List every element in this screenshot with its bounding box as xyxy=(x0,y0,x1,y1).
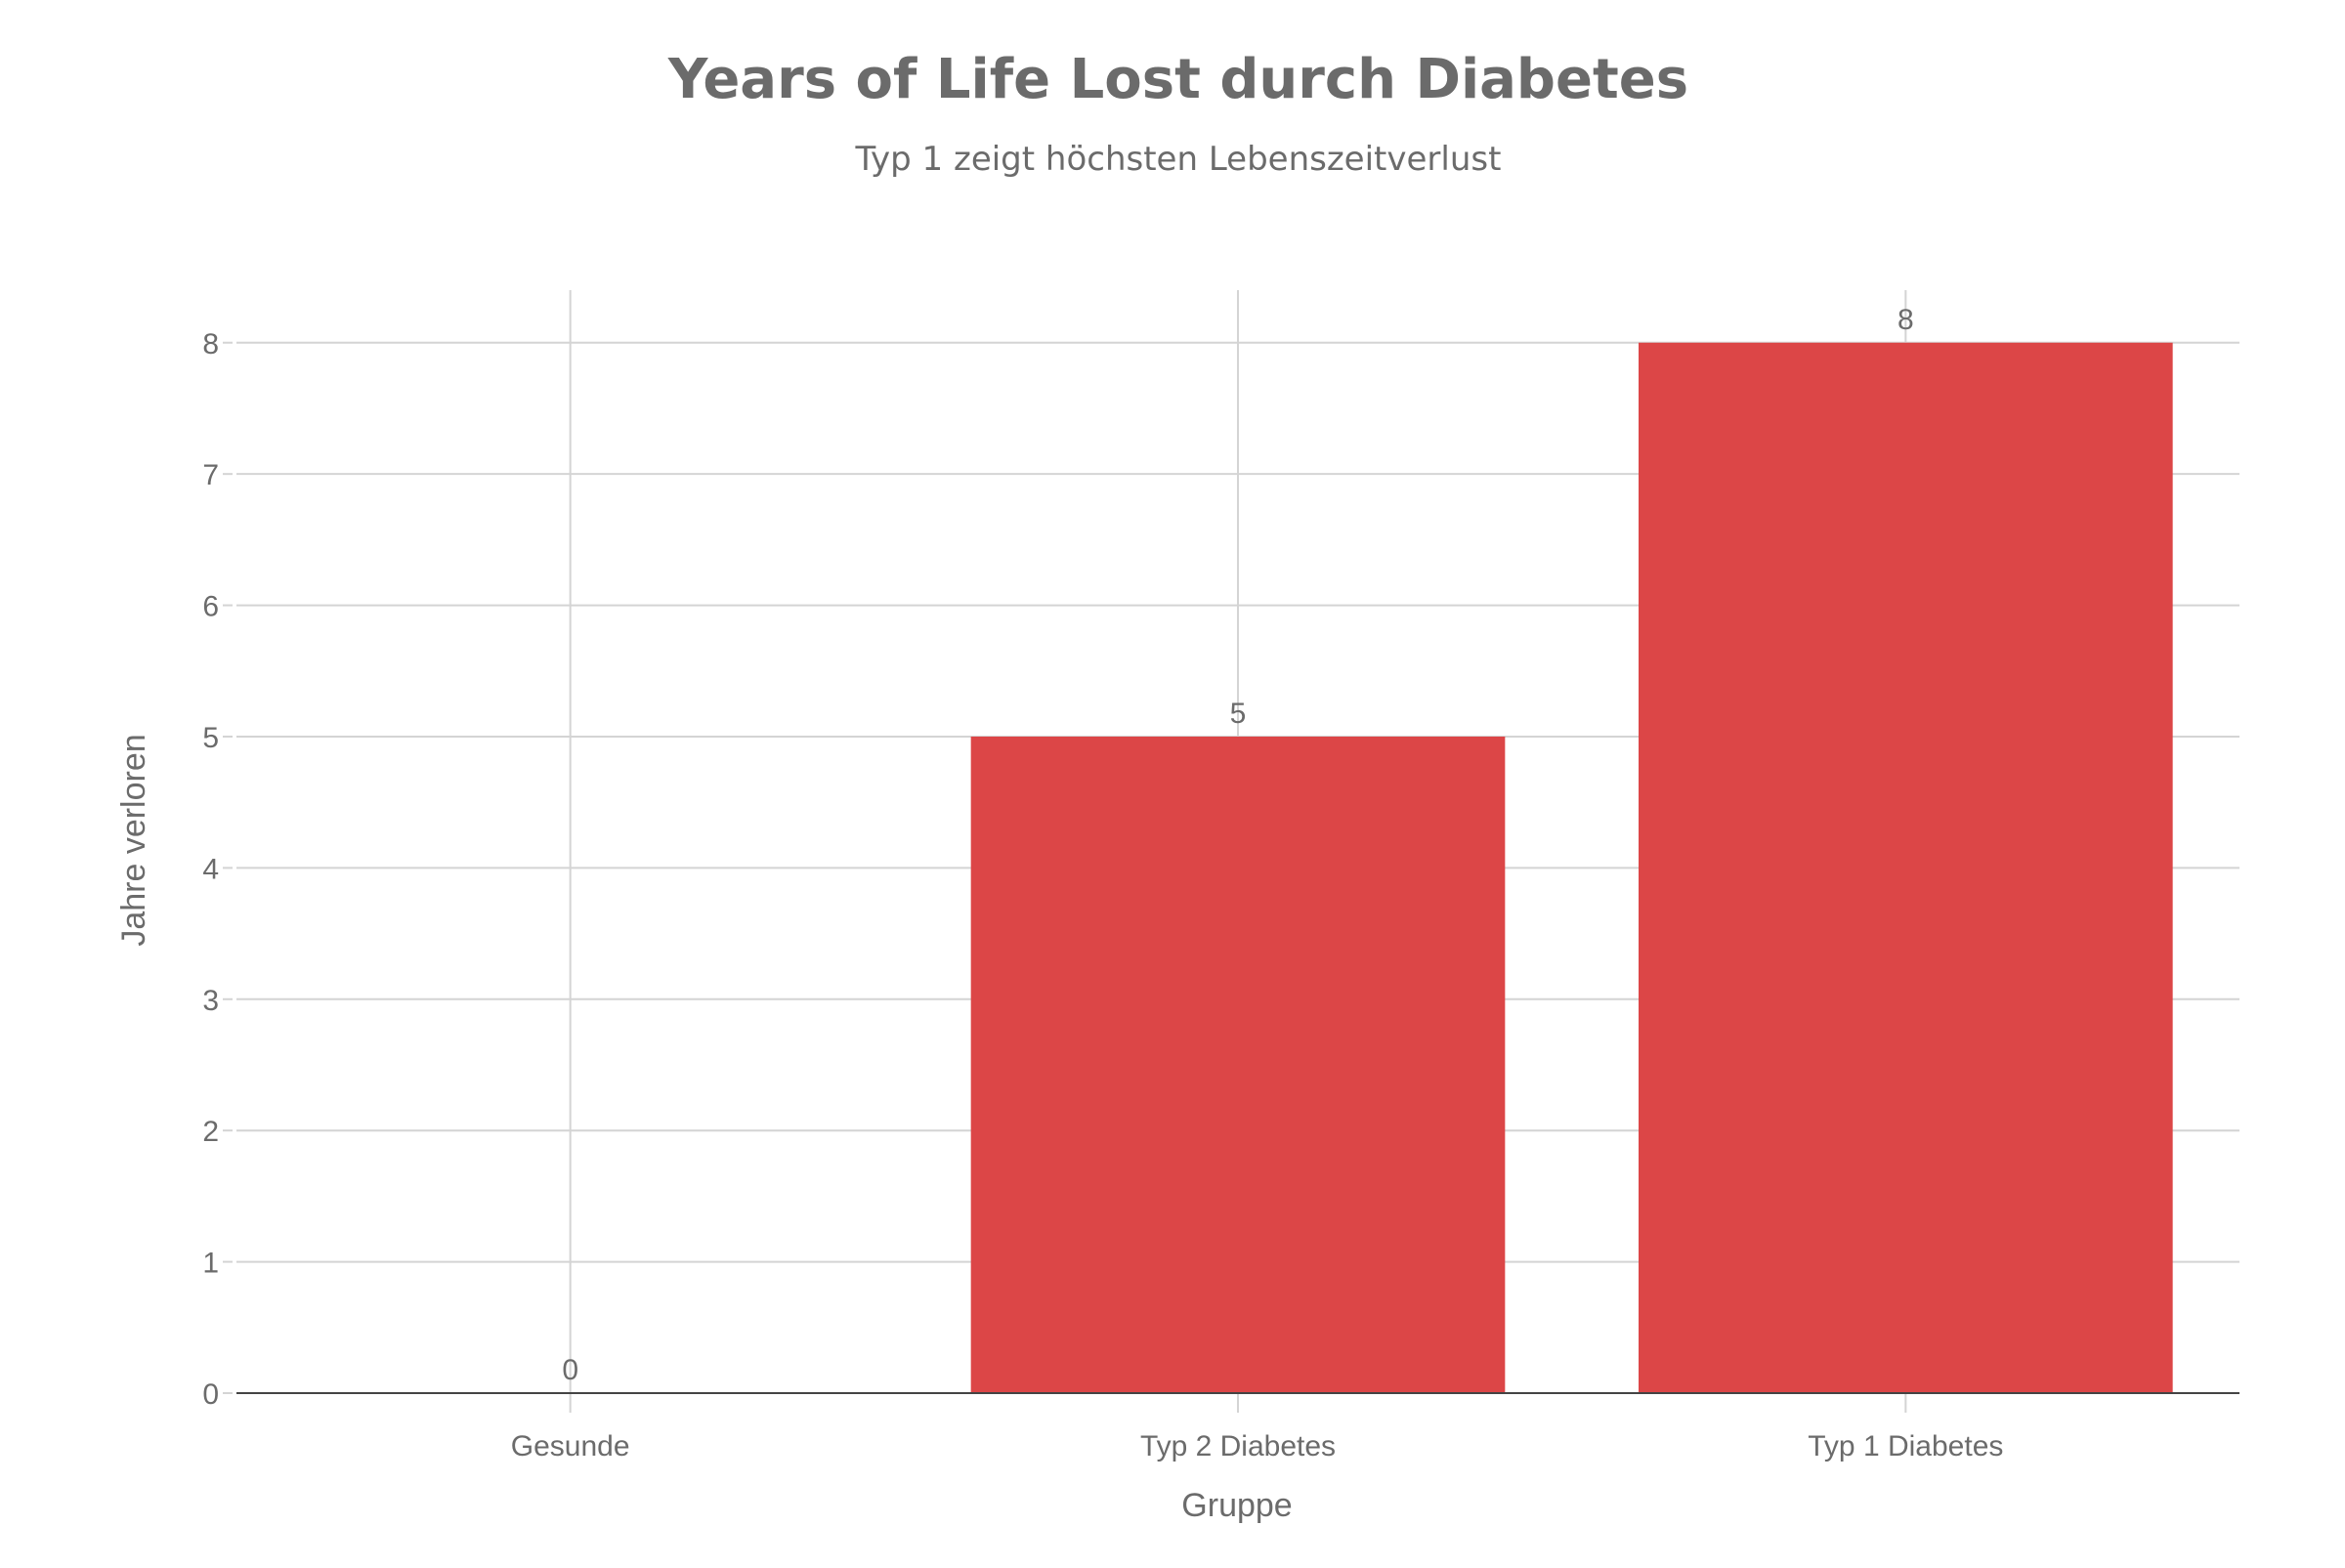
chart-title: Years of Life Lost durch Diabetes xyxy=(667,48,1688,111)
y-tick-label: 1 xyxy=(202,1248,219,1280)
bar xyxy=(1639,342,2173,1393)
y-tick-label: 2 xyxy=(202,1116,219,1148)
y-axis-label: Jahre verloren xyxy=(115,734,152,946)
y-tick-label: 3 xyxy=(202,985,219,1017)
bar xyxy=(970,736,1506,1393)
y-tick-label: 4 xyxy=(202,853,219,885)
data-label: 5 xyxy=(1230,698,1247,730)
y-tick-label: 0 xyxy=(202,1378,219,1411)
x-tick-label: Typ 1 Diabetes xyxy=(1808,1430,2003,1462)
y-tick-label: 5 xyxy=(202,722,219,754)
y-tick-label: 7 xyxy=(202,459,219,491)
y-tick-label: 6 xyxy=(202,591,219,623)
chart-subtitle: Typ 1 zeigt höchsten Lebenszeitverlust xyxy=(855,140,1502,179)
y-tick-label: 8 xyxy=(202,328,219,360)
x-tick-label: Gesunde xyxy=(511,1430,630,1462)
data-label: 8 xyxy=(1897,304,1914,336)
x-tick-label: Typ 2 Diabetes xyxy=(1140,1430,1336,1462)
data-label: 0 xyxy=(562,1354,578,1386)
x-axis-label: Gruppe xyxy=(1181,1487,1292,1524)
